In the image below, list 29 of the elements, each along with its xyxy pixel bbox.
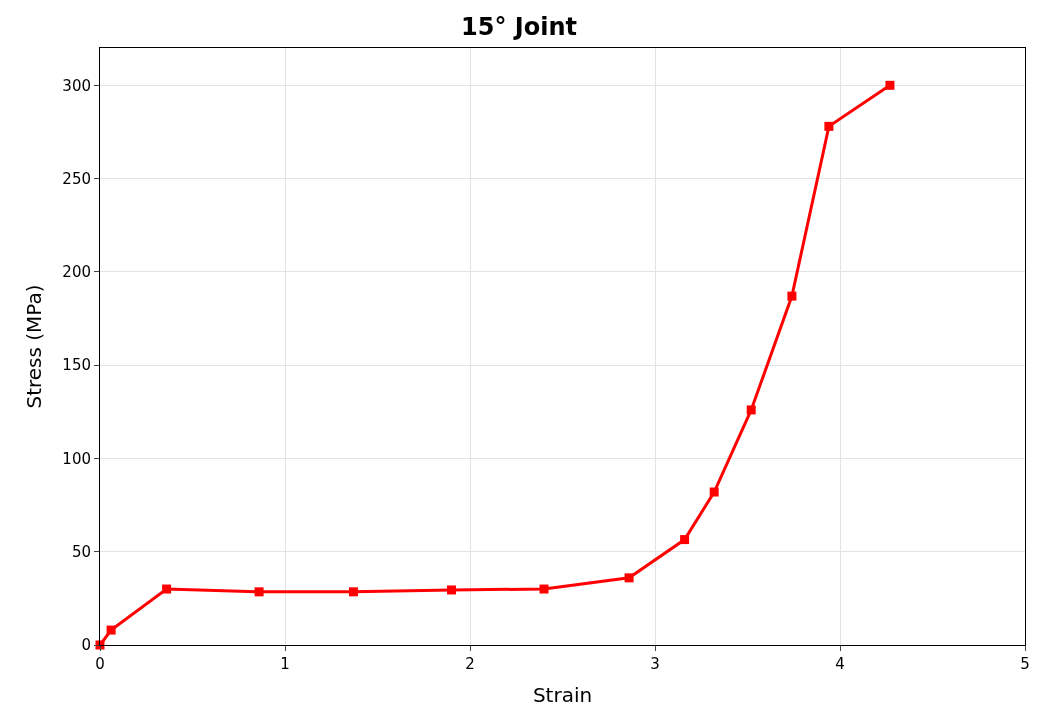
point — [624, 573, 634, 583]
y-tick-label: 150 — [62, 356, 91, 375]
y-axis-title: Stress (MPa) — [21, 284, 46, 409]
y-tick-label: 250 — [62, 169, 91, 188]
x-tick-label: 1 — [280, 655, 290, 673]
x-tick-label: 0 — [95, 655, 105, 673]
point — [254, 587, 264, 597]
y-tick-label: 50 — [71, 542, 91, 561]
point — [680, 535, 690, 545]
y-tick-label: 200 — [62, 263, 91, 282]
x-tick-label: 2 — [465, 655, 475, 673]
chart-title: 15° Joint — [461, 12, 577, 41]
point — [824, 121, 834, 131]
y-tick-label: 100 — [62, 449, 91, 468]
y-tick-label: 0 — [81, 636, 91, 655]
point — [106, 625, 116, 635]
point — [348, 587, 358, 597]
x-axis-title: Strain — [532, 682, 593, 707]
point — [885, 80, 895, 90]
y-tick-label: 300 — [62, 76, 91, 95]
point — [539, 584, 549, 594]
x-tick-label: 4 — [835, 655, 845, 673]
x-tick-label: 5 — [1020, 655, 1030, 673]
point — [709, 487, 719, 497]
point — [447, 585, 456, 595]
point — [787, 291, 797, 301]
x-tick-label: 3 — [650, 655, 660, 673]
point — [162, 584, 172, 594]
point — [746, 405, 756, 415]
